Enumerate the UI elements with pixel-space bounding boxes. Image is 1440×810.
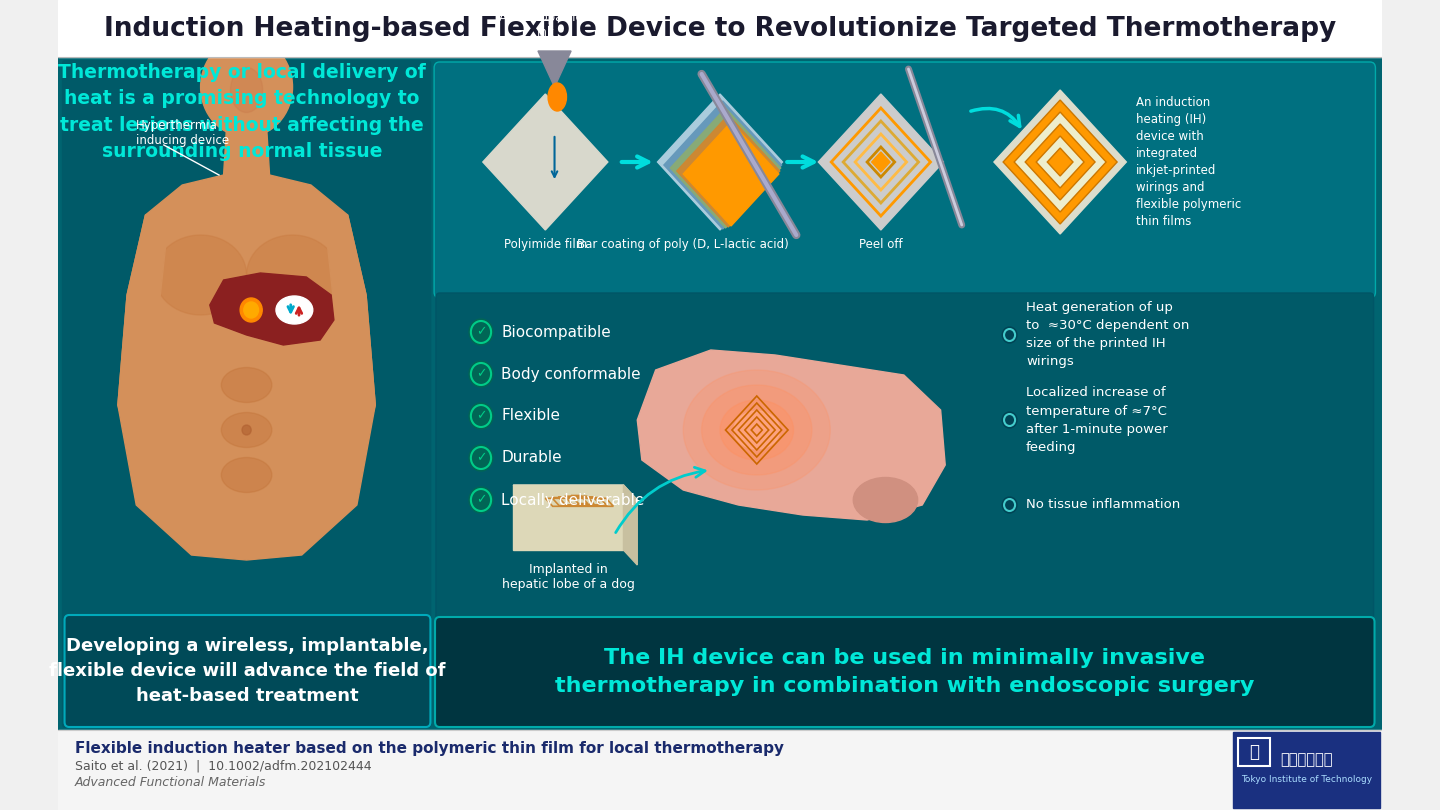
Circle shape xyxy=(469,487,492,513)
Bar xyxy=(1233,732,1380,808)
Polygon shape xyxy=(118,215,168,455)
Text: Localized increase of
temperature of ≈7°C
after 1-minute power
feeding: Localized increase of temperature of ≈7°… xyxy=(1027,386,1168,454)
Polygon shape xyxy=(539,51,572,87)
Ellipse shape xyxy=(734,411,779,449)
Text: Au nanoparticle
ink: Au nanoparticle ink xyxy=(498,11,592,39)
Polygon shape xyxy=(1014,112,1106,212)
Circle shape xyxy=(469,319,492,345)
Ellipse shape xyxy=(222,368,272,403)
Text: Implanted in
hepatic lobe of a dog: Implanted in hepatic lobe of a dog xyxy=(503,563,635,591)
Polygon shape xyxy=(818,94,943,230)
Text: Heat generation of up
to  ≈30°C dependent on
size of the printed IH
wirings: Heat generation of up to ≈30°C dependent… xyxy=(1027,301,1189,369)
Circle shape xyxy=(469,445,492,471)
Polygon shape xyxy=(223,130,269,175)
Polygon shape xyxy=(624,485,638,565)
Polygon shape xyxy=(871,152,890,172)
Text: Peel off: Peel off xyxy=(860,238,903,251)
Ellipse shape xyxy=(230,67,262,113)
Circle shape xyxy=(1002,412,1017,428)
Ellipse shape xyxy=(276,296,312,324)
Circle shape xyxy=(1002,327,1017,343)
Text: 人: 人 xyxy=(1248,743,1259,761)
Ellipse shape xyxy=(222,458,272,492)
Text: Bar coating of poly (D, L-lactic acid): Bar coating of poly (D, L-lactic acid) xyxy=(577,238,789,251)
Circle shape xyxy=(200,37,292,137)
Polygon shape xyxy=(1037,136,1084,188)
Circle shape xyxy=(469,361,492,387)
Text: ✓: ✓ xyxy=(475,326,487,339)
Text: No tissue inflammation: No tissue inflammation xyxy=(1027,498,1181,511)
Ellipse shape xyxy=(154,235,246,315)
FancyBboxPatch shape xyxy=(65,615,431,727)
Circle shape xyxy=(240,298,262,322)
Text: ✓: ✓ xyxy=(475,451,487,464)
Text: An induction
heating (IH)
device with
integrated
inkjet-printed
wirings and
flex: An induction heating (IH) device with in… xyxy=(1136,96,1241,228)
Polygon shape xyxy=(513,485,638,500)
Text: Locally deliverable: Locally deliverable xyxy=(501,492,645,508)
Text: Durable: Durable xyxy=(501,450,562,466)
Polygon shape xyxy=(482,94,608,230)
Ellipse shape xyxy=(246,235,338,315)
Text: Flexible: Flexible xyxy=(501,408,560,424)
Bar xyxy=(58,57,1382,730)
Text: Advanced Functional Materials: Advanced Functional Materials xyxy=(75,777,266,790)
FancyBboxPatch shape xyxy=(436,293,1374,619)
FancyBboxPatch shape xyxy=(62,60,432,728)
Circle shape xyxy=(1002,497,1017,513)
Text: Hyperthermia
inducing device: Hyperthermia inducing device xyxy=(137,119,229,147)
Polygon shape xyxy=(994,90,1126,234)
Text: ✓: ✓ xyxy=(475,368,487,381)
Ellipse shape xyxy=(720,400,793,460)
Polygon shape xyxy=(513,485,624,550)
Polygon shape xyxy=(638,350,945,520)
Polygon shape xyxy=(210,273,334,345)
Polygon shape xyxy=(1025,124,1094,200)
Polygon shape xyxy=(324,215,376,455)
Circle shape xyxy=(243,302,259,318)
FancyBboxPatch shape xyxy=(435,617,1375,727)
Text: Tokyo Institute of Technology: Tokyo Institute of Technology xyxy=(1241,775,1372,785)
Ellipse shape xyxy=(222,412,272,447)
Polygon shape xyxy=(683,122,779,226)
Polygon shape xyxy=(1047,148,1073,176)
Polygon shape xyxy=(1004,100,1117,224)
Bar xyxy=(58,730,1382,810)
Ellipse shape xyxy=(701,385,812,475)
Text: Thermotherapy or local delivery of
heat is a promising technology to
treat lesio: Thermotherapy or local delivery of heat … xyxy=(58,62,426,161)
Text: Flexible induction heater based on the polymeric thin film for local thermothera: Flexible induction heater based on the p… xyxy=(75,740,783,756)
Text: Induction Heating-based Flexible Device to Revolutionize Targeted Thermotherapy: Induction Heating-based Flexible Device … xyxy=(104,16,1336,42)
Polygon shape xyxy=(664,101,782,229)
Text: ✓: ✓ xyxy=(475,410,487,423)
Circle shape xyxy=(469,403,492,429)
Text: ✓: ✓ xyxy=(475,493,487,506)
Text: The IH device can be used in minimally invasive
thermotherapy in combination wit: The IH device can be used in minimally i… xyxy=(554,648,1254,696)
Ellipse shape xyxy=(854,478,917,522)
Polygon shape xyxy=(677,115,779,227)
Text: Saito et al. (2021)  |  10.1002/adfm.202102444: Saito et al. (2021) | 10.1002/adfm.20210… xyxy=(75,760,372,773)
Polygon shape xyxy=(658,94,782,230)
Text: Body conformable: Body conformable xyxy=(501,366,641,382)
Ellipse shape xyxy=(549,83,566,111)
Polygon shape xyxy=(118,175,376,560)
FancyBboxPatch shape xyxy=(433,62,1375,298)
Text: Developing a wireless, implantable,
flexible device will advance the field of
he: Developing a wireless, implantable, flex… xyxy=(49,637,446,705)
Bar xyxy=(58,0,1382,57)
Ellipse shape xyxy=(734,411,779,449)
Text: 東京工業大学: 東京工業大学 xyxy=(1280,752,1333,768)
Text: Biocompatible: Biocompatible xyxy=(501,325,611,339)
Text: Polyimide film: Polyimide film xyxy=(504,238,588,251)
Polygon shape xyxy=(671,108,780,228)
Ellipse shape xyxy=(683,370,831,490)
Circle shape xyxy=(242,425,251,435)
